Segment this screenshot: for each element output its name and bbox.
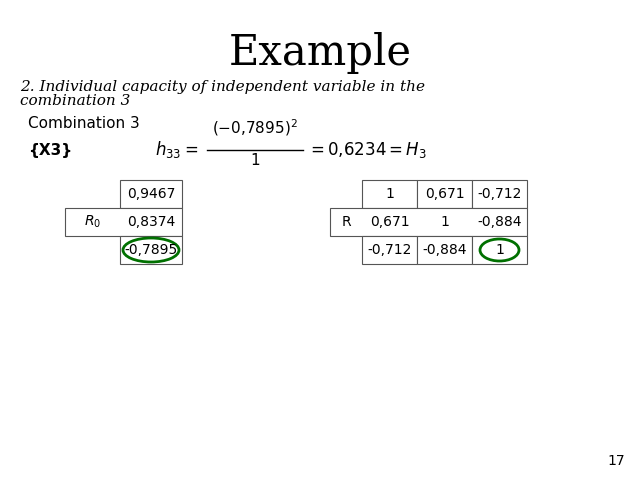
Text: 1: 1 <box>385 187 394 201</box>
Text: -0,712: -0,712 <box>367 243 412 257</box>
Bar <box>417 236 472 264</box>
Text: 0,9467: 0,9467 <box>127 187 175 201</box>
Text: 17: 17 <box>607 454 625 468</box>
Text: 2. Individual capacity of independent variable in the: 2. Individual capacity of independent va… <box>20 80 425 94</box>
Text: $1$: $1$ <box>250 152 260 168</box>
Bar <box>120 236 182 264</box>
Text: {X3}: {X3} <box>28 143 72 157</box>
Text: -0,7895: -0,7895 <box>124 243 178 257</box>
Bar <box>472 236 527 264</box>
Text: -0,712: -0,712 <box>477 187 522 201</box>
Text: 1: 1 <box>440 215 449 229</box>
Text: $(-0{,}7895)^2$: $(-0{,}7895)^2$ <box>212 117 298 138</box>
Bar <box>120 180 182 208</box>
Text: 0,8374: 0,8374 <box>127 215 175 229</box>
Text: $h_{33}=$: $h_{33}=$ <box>155 140 198 160</box>
Bar <box>362 236 417 264</box>
Text: Combination 3: Combination 3 <box>28 116 140 131</box>
Text: -0,884: -0,884 <box>477 215 522 229</box>
Text: $R_0$: $R_0$ <box>84 214 101 230</box>
Bar <box>472 180 527 208</box>
Bar <box>362 180 417 208</box>
Bar <box>417 180 472 208</box>
Text: 1: 1 <box>495 243 504 257</box>
Text: $= 0{,}6234 = H_3$: $= 0{,}6234 = H_3$ <box>307 140 427 160</box>
Text: 0,671: 0,671 <box>425 187 464 201</box>
Bar <box>65 208 182 236</box>
Bar <box>330 208 527 236</box>
Text: combination 3: combination 3 <box>20 94 131 108</box>
Text: Example: Example <box>228 32 412 74</box>
Text: -0,884: -0,884 <box>422 243 467 257</box>
Text: 0,671: 0,671 <box>370 215 410 229</box>
Text: R: R <box>341 215 351 229</box>
